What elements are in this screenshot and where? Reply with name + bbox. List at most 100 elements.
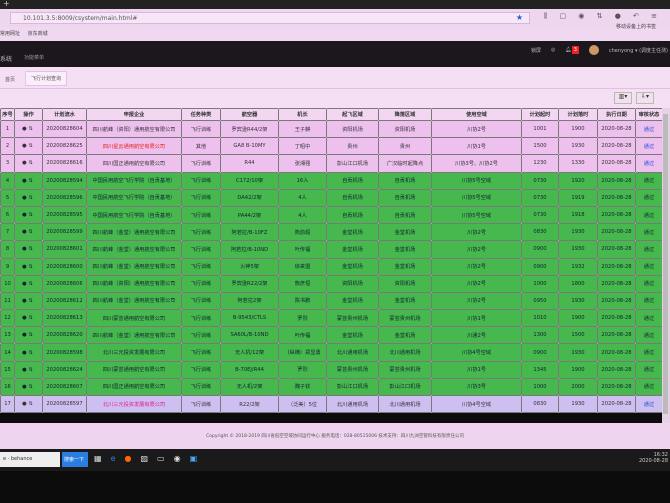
mobile-bookmarks[interactable]: 移动设备上的书签 xyxy=(615,24,656,30)
bookmark-item[interactable]: 京东商城 xyxy=(27,31,48,37)
track-icon[interactable]: ⇅ xyxy=(28,126,35,133)
cell-status[interactable]: 通过 xyxy=(635,343,663,362)
track-icon[interactable]: ⇅ xyxy=(28,401,35,408)
track-icon[interactable]: ⇅ xyxy=(28,246,35,253)
view-icon[interactable]: ● xyxy=(22,177,29,184)
table-row[interactable]: 10 ●⇅ 20200828606 四川航峰（资阳）通用航空有限公司 飞行训练 罗宾逊R2… xyxy=(0,274,663,293)
column-header[interactable]: 序号 xyxy=(0,108,15,121)
file-explorer-icon[interactable]: ▦ xyxy=(94,454,102,463)
track-icon[interactable]: ⇅ xyxy=(28,349,35,356)
track-icon[interactable]: ⇅ xyxy=(28,160,35,167)
table-row[interactable]: 17 ●⇅ 20200828597 北川三元投资发展有限公司 飞行训练 R22/2架 （泛美… xyxy=(0,394,663,414)
table-row[interactable]: 3 ●⇅ 20200828616 四川国正通用航空有限公司 飞行训练 R44 张湘强 彭山江口… xyxy=(0,154,663,173)
track-icon[interactable]: ⇅ xyxy=(28,366,35,373)
table-row[interactable]: 1 ●⇅ 20200828604 四川航峰（资阳）通用航空有限公司 飞行训练 罗宾逊R44… xyxy=(0,119,663,139)
table-scrollbar[interactable] xyxy=(662,108,670,423)
table-row[interactable]: 5 ●⇅ 20200828596 中国民用航空飞行学院（自贡基地） 飞行训练 DA42/2… xyxy=(0,188,663,207)
column-header[interactable]: 使用空域 xyxy=(431,108,522,121)
new-tab-icon[interactable]: + xyxy=(3,0,10,8)
view-icon[interactable]: ● xyxy=(22,263,29,270)
view-icon[interactable]: ● xyxy=(22,366,29,373)
table-row[interactable]: 14 ●⇅ 20200828598 北川三元投资发展有限公司 飞行训练 无人机/12架 （纵… xyxy=(0,343,663,362)
cell-status[interactable]: 通过 xyxy=(635,119,663,139)
app-icon[interactable]: ▨ xyxy=(140,454,149,463)
view-icon[interactable]: ● xyxy=(22,126,29,133)
taskbar-search-input[interactable]: e · behance xyxy=(0,452,60,467)
export-button[interactable]: ⇩▾ xyxy=(636,92,654,104)
column-header[interactable]: 操作 xyxy=(14,108,43,121)
tab-home[interactable]: 首页 xyxy=(5,77,16,83)
view-icon[interactable]: ● xyxy=(22,246,29,253)
view-icon[interactable]: ● xyxy=(22,280,29,287)
user-menu[interactable]: chenyong ▾ (调度主任测) xyxy=(608,47,668,54)
cell-status[interactable]: 通过 xyxy=(635,240,663,259)
column-header[interactable]: 降落区域 xyxy=(378,108,432,121)
cell-status[interactable]: 通过 xyxy=(635,137,663,156)
column-header[interactable]: 起飞区域 xyxy=(326,108,379,121)
view-icon[interactable]: ● xyxy=(22,383,29,390)
taskbar-search-button[interactable]: 搜索一下 xyxy=(62,452,88,467)
bell-icon[interactable]: 🔔︎ 3 xyxy=(565,46,579,54)
cell-status[interactable]: 通过 xyxy=(635,154,663,173)
cell-status[interactable]: 通过 xyxy=(635,291,663,311)
view-icon[interactable]: ● xyxy=(22,297,29,304)
view-icon[interactable]: ● xyxy=(22,401,29,408)
url-bar[interactable]: 10.101.3.5:8009/csystem/main.html# ★ xyxy=(10,12,530,24)
bookmark-item[interactable]: 常用网址 xyxy=(0,31,21,37)
system-tray[interactable]: 16:32 2020-08-28 xyxy=(639,452,668,464)
column-header[interactable]: 航空器 xyxy=(220,108,279,121)
table-row[interactable]: 13 ●⇅ 20200828620 四川航峰（金堂）通用航空有限公司 飞行训练 SA60L… xyxy=(0,326,663,345)
table-row[interactable]: 2 ●⇅ 20200828625 四川星云通用航空有限公司 其他 GA8 B-10MY 丁昭… xyxy=(0,137,663,156)
cell-status[interactable]: 通过 xyxy=(635,223,663,242)
table-row[interactable]: 15 ●⇅ 20200828624 四川蒙芸通用航空有限公司 飞行训练 B-70EJ/R4… xyxy=(0,360,663,379)
view-icon[interactable]: ● xyxy=(22,194,29,201)
cell-status[interactable]: 通过 xyxy=(635,257,663,276)
cell-status[interactable]: 通过 xyxy=(635,309,663,328)
track-icon[interactable]: ⇅ xyxy=(28,212,35,219)
track-icon[interactable]: ⇅ xyxy=(28,297,35,304)
cell-status[interactable]: 通过 xyxy=(635,274,663,293)
cell-status[interactable]: 通过 xyxy=(635,394,663,414)
column-header[interactable]: 机长 xyxy=(278,108,327,121)
cell-status[interactable]: 通过 xyxy=(635,360,663,379)
cell-status[interactable]: 通过 xyxy=(635,326,663,345)
table-row[interactable]: 11 ●⇅ 20200828612 四川航峰（金堂）通用航空有限公司 飞行训练 阿若拉2架… xyxy=(0,291,663,311)
table-row[interactable]: 4 ●⇅ 20200828594 中国民用航空飞行学院（自贡基地） 飞行训练 C172/1… xyxy=(0,171,663,190)
cell-status[interactable]: 通过 xyxy=(635,205,663,225)
track-icon[interactable]: ⇅ xyxy=(28,263,35,270)
lock-screen-button[interactable]: 锁屏 xyxy=(530,47,541,54)
column-header[interactable]: 计划落时 xyxy=(558,108,598,121)
track-icon[interactable]: ⇅ xyxy=(28,229,35,236)
track-icon[interactable]: ⇅ xyxy=(28,177,35,184)
table-row[interactable]: 7 ●⇅ 20200828599 四川航峰（金堂）通用航空有限公司 飞行训练 阿若拉/B-… xyxy=(0,223,663,242)
track-icon[interactable]: ⇅ xyxy=(28,332,35,339)
settings-icon[interactable]: ◎ xyxy=(550,47,556,53)
table-row[interactable]: 8 ●⇅ 20200828601 四川航峰（金堂）通用航空有限公司 飞行训练 阿若拉/B-… xyxy=(0,240,663,259)
column-header[interactable]: 任务种类 xyxy=(181,108,221,121)
track-icon[interactable]: ⇅ xyxy=(28,383,35,390)
track-icon[interactable]: ⇅ xyxy=(28,143,35,150)
cell-status[interactable]: 通过 xyxy=(635,171,663,190)
browser-toolbar-icons[interactable]: ⫼ ▢ ◉ ⇅ ● ↶ ≡ xyxy=(544,12,662,20)
track-icon[interactable]: ⇅ xyxy=(28,194,35,201)
app-icon[interactable]: ▣ xyxy=(189,454,198,463)
edge-icon[interactable]: e xyxy=(110,454,116,463)
bookmark-star-icon[interactable]: ★ xyxy=(515,13,523,22)
column-header[interactable]: 申报企业 xyxy=(86,108,182,121)
track-icon[interactable]: ⇅ xyxy=(28,315,35,322)
terminal-icon[interactable]: ▭ xyxy=(157,454,165,463)
columns-toggle-button[interactable]: ▥▾ xyxy=(614,92,632,104)
tab-flight-plan-query[interactable]: 飞行计划查询 xyxy=(25,71,68,86)
view-icon[interactable]: ● xyxy=(22,349,29,356)
view-icon[interactable]: ● xyxy=(22,160,29,167)
scrollbar-thumb[interactable] xyxy=(663,114,668,414)
function-menu[interactable]: 功能菜单 xyxy=(24,55,45,61)
column-header[interactable]: 审核状态 xyxy=(635,108,663,121)
column-header[interactable]: 计划流水 xyxy=(42,108,87,121)
track-icon[interactable]: ⇅ xyxy=(28,280,35,287)
table-row[interactable]: 9 ●⇅ 20200828600 四川航峰（金堂）通用航空有限公司 飞行训练 火神5架 徐来… xyxy=(0,257,663,276)
system-logo[interactable]: 系统 xyxy=(0,56,13,63)
table-row[interactable]: 12 ●⇅ 20200828613 四川蒙芸通用航空有限公司 飞行训练 B-9543/CT… xyxy=(0,309,663,328)
avatar[interactable] xyxy=(588,45,599,55)
cell-status[interactable]: 通过 xyxy=(635,377,663,397)
